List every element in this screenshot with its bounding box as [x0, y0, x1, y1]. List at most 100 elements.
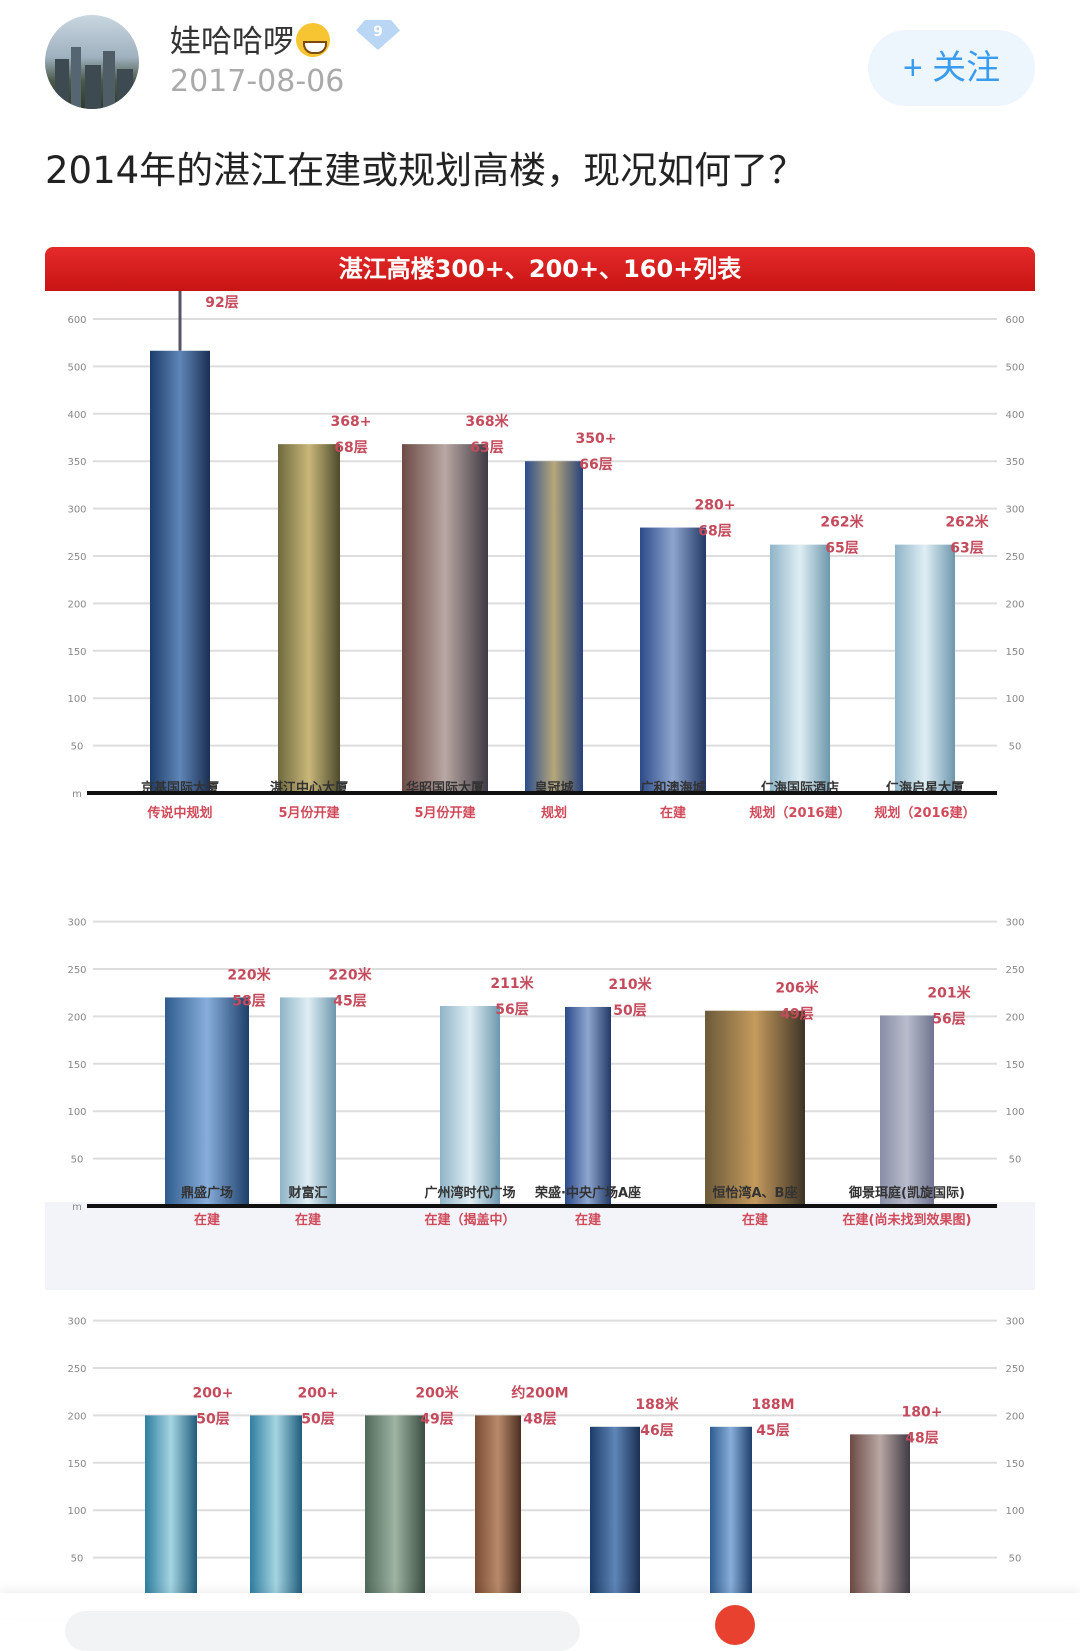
y-tick-label-right: 200 — [1005, 1411, 1024, 1422]
y-tick-label-left: 50 — [71, 1554, 84, 1565]
height-label: 188M — [751, 1397, 794, 1413]
building-status: 规划（2016建） — [874, 805, 975, 821]
y-tick-label-left: 150 — [67, 1060, 86, 1071]
height-label: 201米 — [927, 984, 971, 1001]
building-height-charts: m 50 50 100 100 150 150 200 200 250 250 300 300 350 35… — [67, 269, 1025, 1593]
floor-label: 50层 — [301, 1411, 334, 1427]
floor-label: 49层 — [420, 1411, 453, 1427]
grin-emoji-icon — [296, 23, 330, 57]
floor-label: 92层 — [205, 295, 238, 311]
y-tick-label-right: 250 — [1005, 552, 1024, 563]
y-tick-label-right: 500 — [1005, 362, 1024, 373]
building-bar — [710, 1426, 752, 1593]
y-tick-label-left: m — [72, 789, 82, 800]
building-bar — [705, 1010, 805, 1206]
floor-label: 49层 — [780, 1007, 813, 1023]
y-tick-label-left: 150 — [67, 647, 86, 658]
floor-label: 56层 — [495, 1002, 528, 1018]
floor-label: 68层 — [334, 440, 367, 456]
building-name: 广州湾时代广场 — [424, 1185, 515, 1201]
y-tick-label-left: 350 — [67, 457, 86, 468]
building-bar — [895, 544, 955, 793]
y-tick-label-right: 50 — [1009, 1554, 1022, 1565]
author-name[interactable]: 娃哈哈啰 — [170, 16, 330, 61]
building-status: 在建 — [660, 805, 686, 821]
height-label: 200米 — [415, 1384, 459, 1401]
y-tick-label-right: 200 — [1005, 599, 1024, 610]
floor-label: 66层 — [579, 457, 612, 473]
y-tick-label-left: 300 — [67, 918, 86, 929]
floor-label: 50层 — [196, 1411, 229, 1427]
building-name: 荣盛·中央广场A座 — [534, 1185, 641, 1201]
floor-label: 46层 — [640, 1423, 673, 1439]
infographic[interactable]: m 50 50 100 100 150 150 200 200 250 250 300 300 350 35… — [45, 247, 1035, 1593]
y-tick-label-left: 300 — [67, 1317, 86, 1328]
y-tick-label-left: 100 — [67, 1506, 86, 1517]
building-name: 财富汇 — [288, 1185, 327, 1201]
building-bar — [165, 997, 249, 1206]
y-tick-label-left: 250 — [67, 552, 86, 563]
building-status: 5月份开建 — [414, 805, 475, 821]
floor-label: 45层 — [333, 993, 366, 1009]
y-tick-label-right: 250 — [1005, 1364, 1024, 1375]
y-tick-label-right: 300 — [1005, 1317, 1024, 1328]
y-tick-label-right: 600 — [1005, 315, 1024, 326]
y-tick-label-right: 150 — [1005, 1060, 1024, 1071]
building-status: 传说中规划 — [146, 805, 212, 821]
y-tick-label-left: 50 — [71, 1155, 84, 1166]
y-tick-label-right: 50 — [1009, 1155, 1022, 1166]
y-tick-label-right: 200 — [1005, 1012, 1024, 1023]
level-badge-icon: 9 — [356, 20, 400, 50]
building-bar — [145, 1415, 197, 1593]
floor-label: 65层 — [825, 541, 858, 557]
building-bar — [525, 461, 583, 793]
y-tick-label-right: 300 — [1005, 505, 1024, 516]
y-tick-label-left: 300 — [67, 505, 86, 516]
label-band — [45, 1202, 1035, 1290]
height-label: 211米 — [490, 975, 534, 992]
building-name: 鼎盛广场 — [181, 1185, 233, 1201]
floor-label: 48层 — [523, 1411, 556, 1427]
building-status: 在建 — [295, 1212, 321, 1228]
building-status: 5月份开建 — [278, 805, 339, 821]
height-label: 200+ — [193, 1385, 234, 1401]
y-tick-label-left: 200 — [67, 599, 86, 610]
height-label: 188米 — [635, 1396, 679, 1413]
infographic-banner: 湛江高楼300+、200+、160+列表 — [45, 247, 1035, 291]
y-tick-label-right: 100 — [1005, 1107, 1024, 1118]
follow-button[interactable]: + 关注 — [868, 30, 1035, 106]
building-name: 恒怡湾A、B座 — [713, 1185, 798, 1201]
building-bar — [565, 1006, 611, 1206]
building-bar — [250, 1415, 302, 1593]
y-tick-label-left: 400 — [67, 410, 86, 421]
y-tick-label-right: 250 — [1005, 965, 1024, 976]
building-status: 在建 — [742, 1212, 768, 1228]
bottom-bar — [0, 1593, 1080, 1651]
y-tick-label-left: 50 — [71, 742, 84, 753]
floor-label: 63层 — [950, 541, 983, 557]
comment-input[interactable] — [65, 1611, 580, 1651]
building-bar — [150, 350, 210, 793]
floor-label: 50层 — [613, 1003, 646, 1019]
height-label: 368米 — [465, 413, 509, 430]
height-label: 约200M — [511, 1384, 568, 1401]
notification-dot-icon[interactable] — [715, 1605, 755, 1645]
avatar[interactable] — [45, 15, 139, 109]
building-bar — [440, 1005, 500, 1206]
y-tick-label-left: 150 — [67, 1459, 86, 1470]
height-label: 210米 — [608, 976, 652, 993]
building-bar — [280, 997, 336, 1206]
height-label: 220米 — [227, 966, 271, 983]
building-bar — [850, 1434, 910, 1593]
building-bar — [640, 527, 706, 793]
post-date: 2017-08-06 — [170, 64, 345, 99]
building-status: 在建(尚未找到效果图) — [843, 1212, 972, 1228]
building-bar — [475, 1415, 521, 1593]
y-tick-label-right: 50 — [1009, 742, 1022, 753]
y-tick-label-right: 100 — [1005, 1506, 1024, 1517]
floor-label: 56层 — [932, 1011, 965, 1027]
height-label: 350+ — [576, 431, 617, 447]
building-status: 在建 — [575, 1212, 601, 1228]
y-tick-label-left: 250 — [67, 1364, 86, 1375]
floor-label: 45层 — [756, 1423, 789, 1439]
